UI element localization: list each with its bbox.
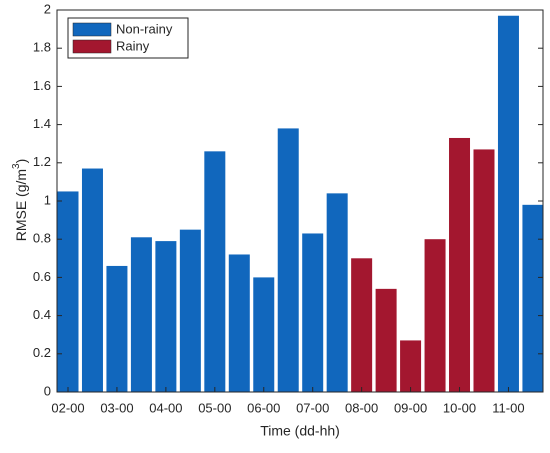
y-tick-label: 0.6 [33, 269, 51, 284]
bar [375, 288, 397, 392]
bar [130, 237, 152, 392]
x-tick-label: 06-00 [247, 400, 280, 415]
bar [57, 191, 79, 392]
bar [253, 277, 275, 392]
legend-label: Non-rainy [116, 21, 173, 36]
y-tick-label: 2 [44, 1, 51, 16]
y-tick-label: 1.8 [33, 40, 51, 55]
bar [326, 193, 348, 392]
y-axis-title-sup: 3 [11, 163, 22, 169]
x-tick-label: 10-00 [443, 400, 476, 415]
y-tick-label: 0.2 [33, 345, 51, 360]
x-tick-label: 05-00 [198, 400, 231, 415]
bar [155, 241, 177, 392]
x-tick-label: 03-00 [100, 400, 133, 415]
y-tick-label: 1.6 [33, 78, 51, 93]
legend-label: Rainy [116, 38, 150, 53]
y-axis-title-part: RMSE (g/m [13, 169, 29, 241]
legend-swatch [72, 22, 112, 37]
y-tick-label: 0.4 [33, 307, 51, 322]
y-tick-label: 0.8 [33, 231, 51, 246]
bar [424, 239, 446, 392]
bar [302, 233, 324, 392]
x-tick-label: 09-00 [394, 400, 427, 415]
bar [277, 128, 299, 393]
y-axis-title-part: ) [13, 159, 29, 164]
bar [522, 204, 543, 392]
x-tick-label: 08-00 [345, 400, 378, 415]
x-tick-label: 04-00 [149, 400, 182, 415]
y-tick-label: 1 [44, 192, 51, 207]
x-tick-label: 11-00 [492, 400, 524, 415]
bar [228, 254, 250, 392]
bar [106, 265, 128, 392]
y-tick-label: 0 [44, 383, 51, 398]
bar [473, 149, 495, 392]
bar [179, 229, 201, 392]
bar [497, 15, 519, 392]
bar [400, 340, 422, 392]
y-tick-label: 1.2 [33, 154, 51, 169]
bar [81, 168, 103, 392]
axes-box [56, 9, 544, 393]
bar [449, 137, 471, 392]
legend-swatch [72, 39, 112, 54]
bar [351, 258, 373, 392]
y-axis-title: RMSE (g/m3) [11, 159, 29, 242]
x-axis-title: Time (dd-hh) [260, 423, 340, 439]
bar [204, 151, 226, 392]
plot-area [57, 10, 543, 392]
x-tick-label: 02-00 [51, 400, 84, 415]
x-tick-label: 07-00 [296, 400, 329, 415]
y-tick-label: 1.4 [33, 116, 51, 131]
